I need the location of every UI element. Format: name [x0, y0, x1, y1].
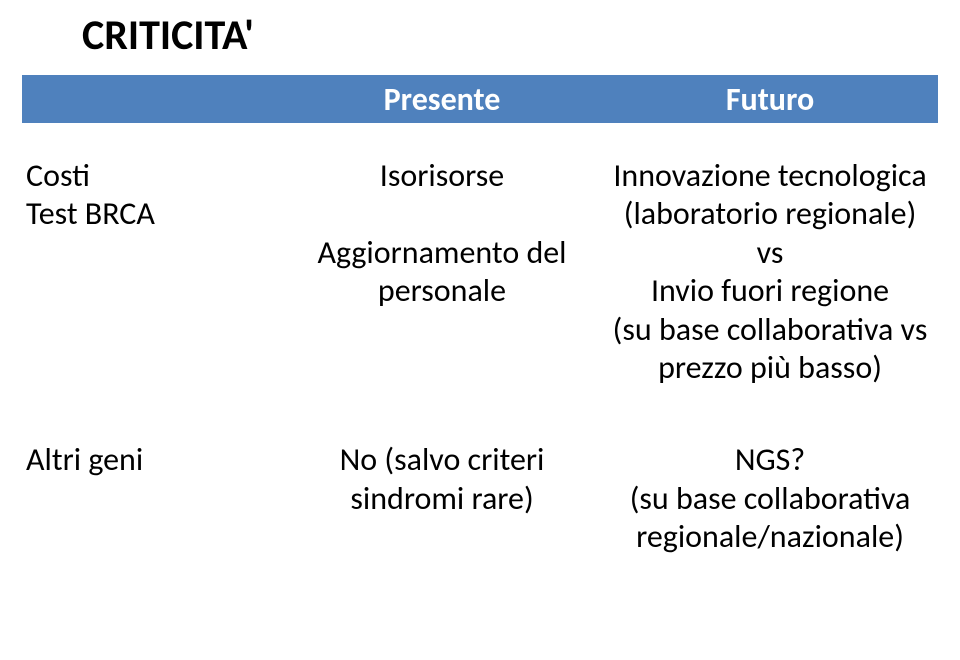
- table-header-row: Presente Futuro: [22, 75, 938, 123]
- cell-costi-futuro: Innovazione tecnologica (laboratorio reg…: [602, 127, 938, 407]
- comparison-table: Presente Futuro Costi Test BRCA Isorisor…: [22, 71, 938, 581]
- row-label-costi: Costi Test BRCA: [22, 127, 282, 407]
- table-row: Altri geni No (salvo criteri sindromi ra…: [22, 411, 938, 576]
- header-futuro: Futuro: [602, 75, 938, 123]
- table-row: Costi Test BRCA Isorisorse Aggiornamento…: [22, 127, 938, 407]
- slide-title: CRITICITA': [82, 10, 938, 61]
- cell-costi-presente: Isorisorse Aggiornamento del personale: [282, 127, 602, 407]
- header-presente: Presente: [282, 75, 602, 123]
- header-empty: [22, 75, 282, 123]
- cell-altri-presente: No (salvo criteri sindromi rare): [282, 411, 602, 576]
- cell-altri-futuro: NGS? (su base collaborativa regionale/na…: [602, 411, 938, 576]
- row-label-altri: Altri geni: [22, 411, 282, 576]
- slide: CRITICITA' Presente Futuro Costi Test BR…: [0, 0, 960, 660]
